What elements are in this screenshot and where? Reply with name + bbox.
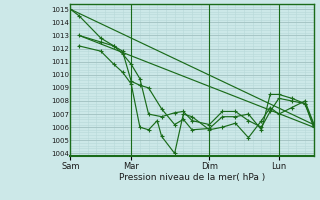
X-axis label: Pression niveau de la mer( hPa ): Pression niveau de la mer( hPa ) — [119, 173, 265, 182]
